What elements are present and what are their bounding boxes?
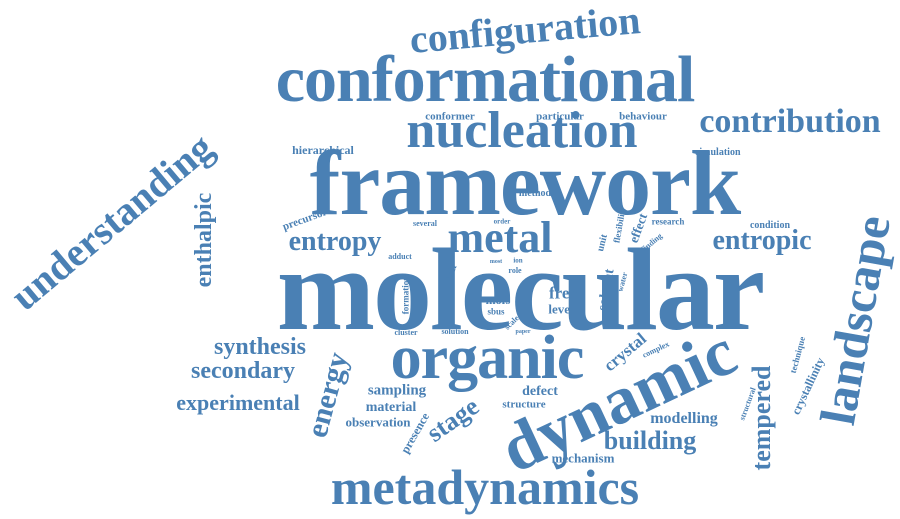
- word-most: most: [489, 259, 503, 265]
- word-simulation: simulation: [695, 147, 741, 158]
- word-role: role: [508, 266, 522, 275]
- word-organic: organic: [390, 324, 585, 392]
- word-order: order: [493, 217, 511, 226]
- word-synthesis: synthesis: [213, 334, 307, 360]
- word-defect: defect: [522, 384, 558, 399]
- word-adduct: adduct: [388, 252, 412, 261]
- word-mechanism: mechanism: [551, 450, 615, 466]
- word-ion: ion: [513, 256, 523, 265]
- word-conformer: conformer: [425, 110, 475, 123]
- word-cluster: cluster: [394, 328, 418, 337]
- word-technique: technique: [787, 335, 808, 375]
- word-hierarchical: hierarchical: [292, 143, 354, 157]
- word-behaviour: behaviour: [619, 110, 667, 123]
- word-condition: condition: [749, 220, 791, 231]
- word-enthalpic: enthalpic: [191, 192, 217, 288]
- word-level: level: [548, 301, 574, 317]
- word-method: method: [518, 188, 552, 199]
- word-stage: stage: [421, 391, 485, 448]
- word-paper: paper: [515, 329, 531, 335]
- word-landscape: landscape: [809, 211, 900, 429]
- word-metadynamics: metadynamics: [330, 459, 640, 515]
- word-understanding: understanding: [1, 124, 222, 319]
- word-sbus: sbus: [487, 306, 505, 317]
- word-contribution: contribution: [699, 103, 881, 140]
- word-entropic: entropic: [712, 225, 812, 256]
- word-tempered: tempered: [747, 365, 776, 471]
- word-observation: observation: [345, 414, 411, 430]
- word-conformational: conformational: [275, 43, 696, 116]
- word-several: several: [413, 219, 437, 228]
- word-modelling: modelling: [650, 410, 718, 427]
- word-formation: formation: [400, 275, 411, 315]
- word-entropy: entropy: [288, 226, 382, 257]
- word-free: free: [549, 283, 577, 303]
- word-mofs: mofs: [485, 293, 511, 307]
- word-particular: particular: [536, 110, 584, 123]
- word-solution: solution: [441, 327, 469, 336]
- word-experimental: experimental: [176, 390, 300, 415]
- word-metal: metal: [447, 213, 553, 262]
- word-research: research: [651, 216, 685, 227]
- word-material: material: [365, 400, 417, 415]
- word-sampling: sampling: [367, 382, 427, 399]
- word-framework: framework: [309, 132, 741, 234]
- word-secondary: secondary: [191, 358, 295, 384]
- word-building: building: [603, 426, 697, 455]
- word-molecular: molecular: [276, 224, 766, 355]
- word-self: self: [475, 273, 487, 282]
- word-nucleation: nucleation: [406, 102, 638, 159]
- word-structure: structure: [502, 398, 546, 411]
